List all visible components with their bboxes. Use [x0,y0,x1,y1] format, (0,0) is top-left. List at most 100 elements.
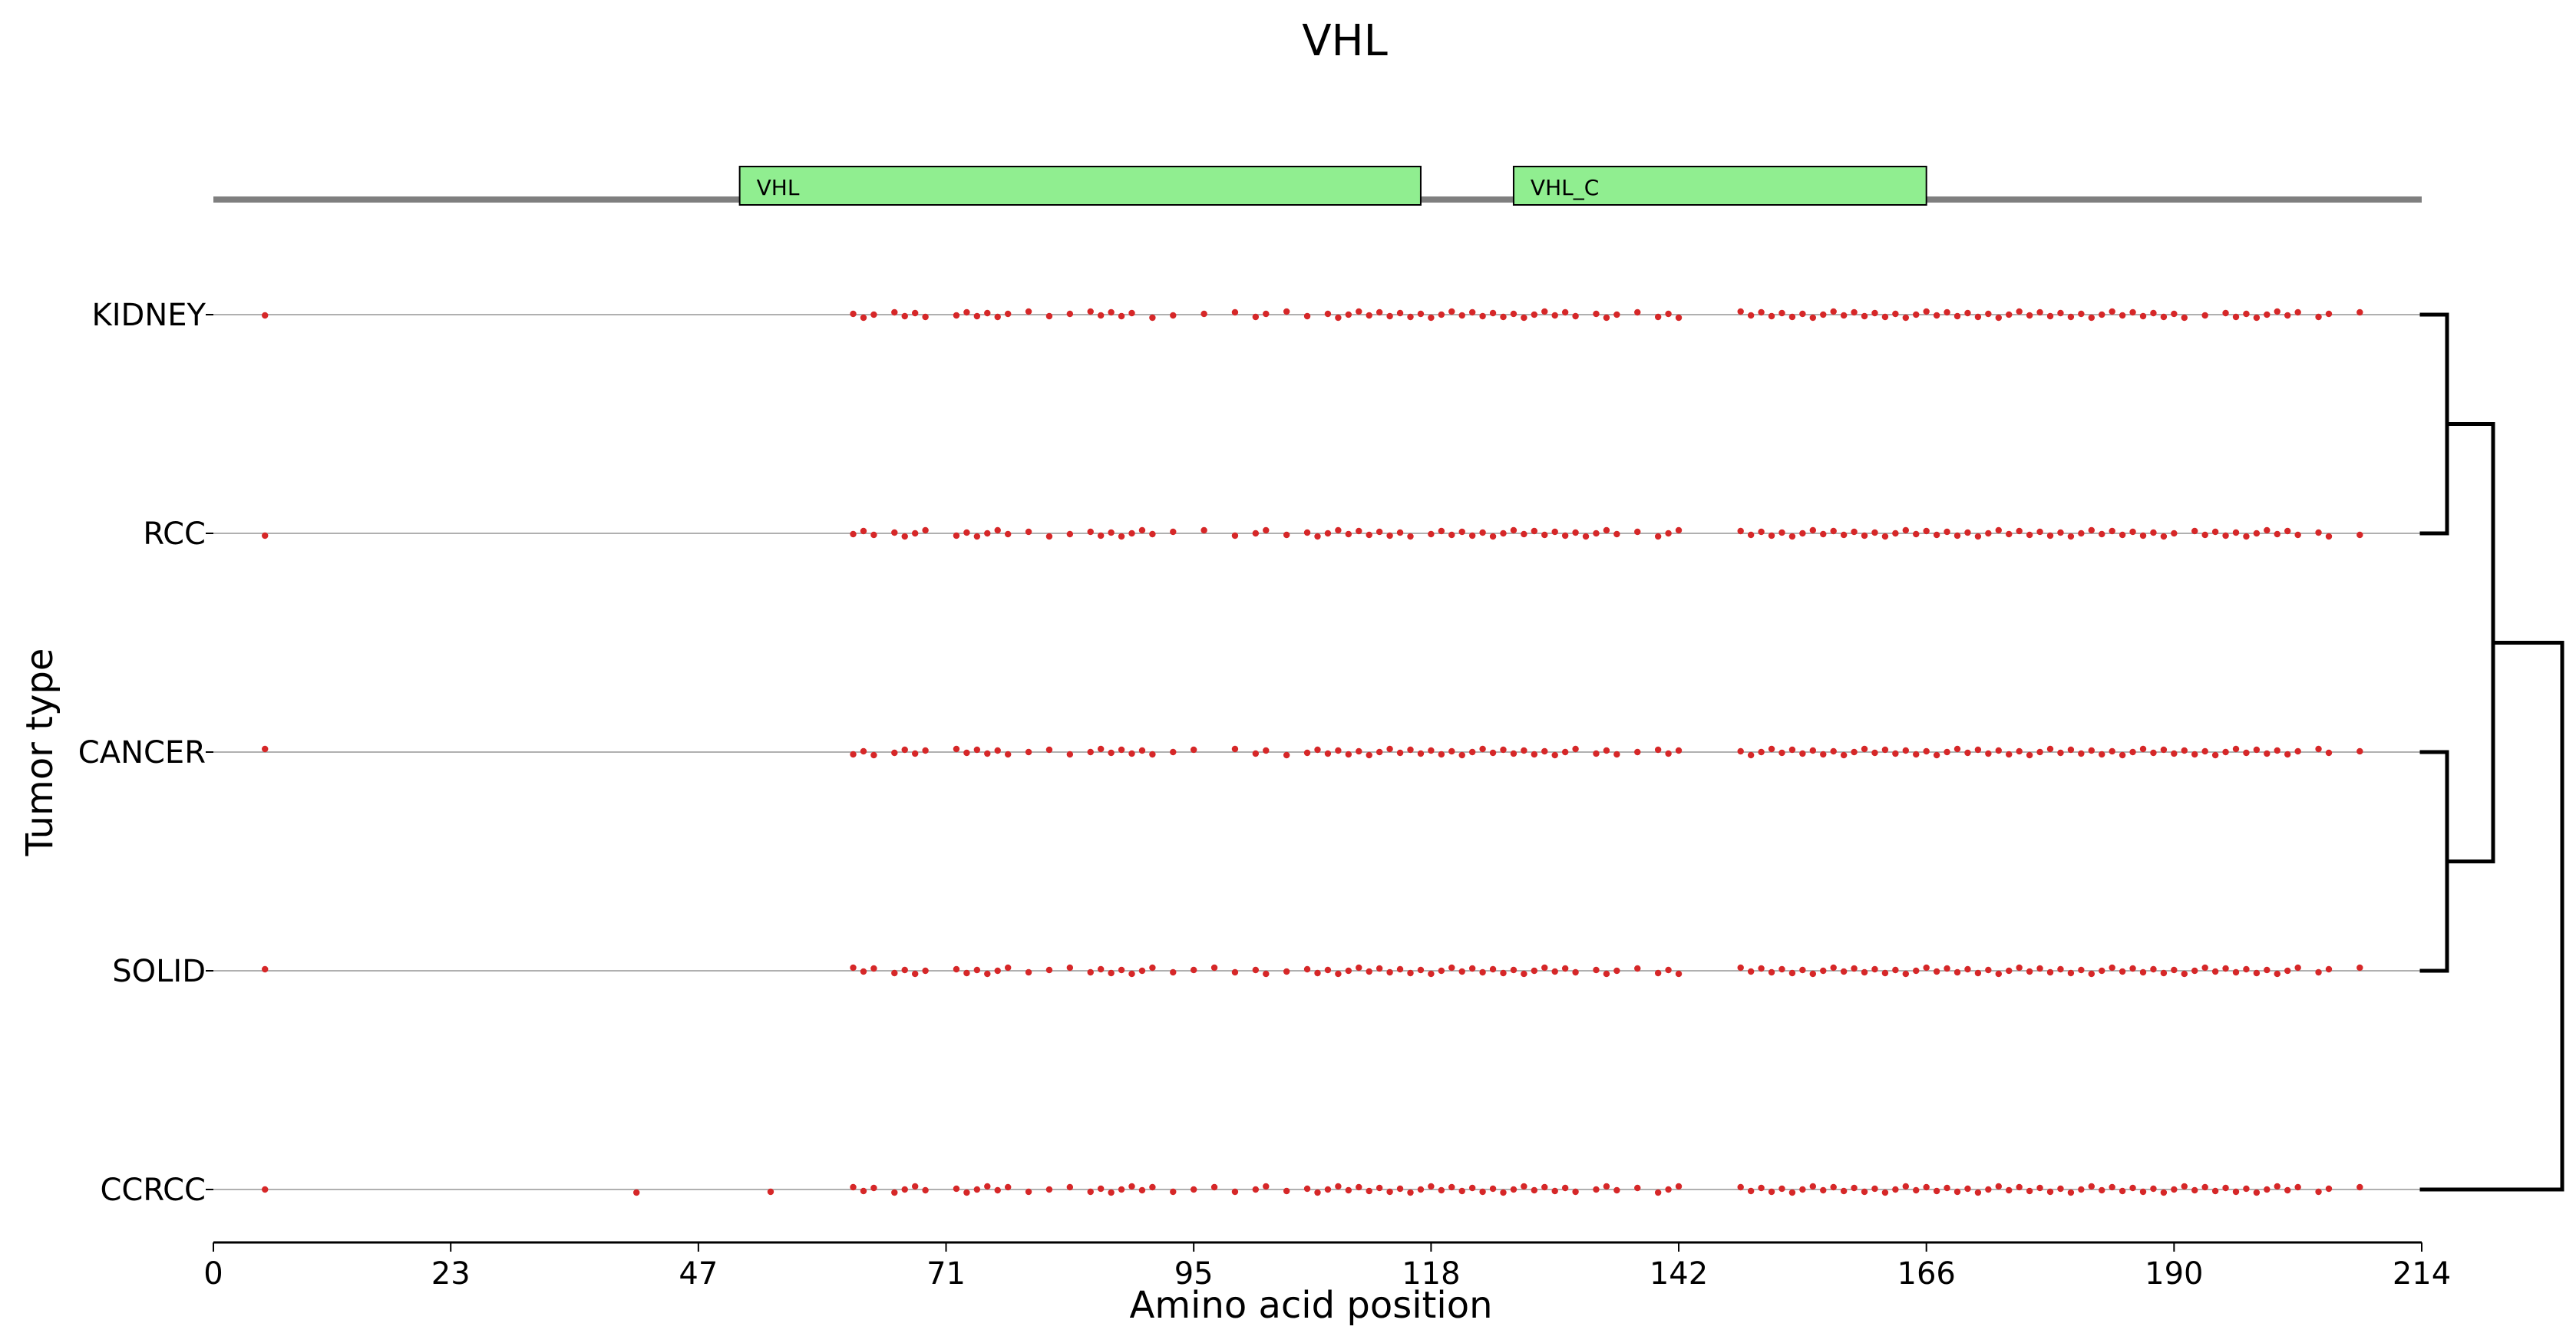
mutation-point [1510,1186,1518,1193]
mutation-point [860,747,867,755]
mutation-point [2139,1188,2147,1196]
mutation-point [1458,968,1465,975]
mutation-point [1521,970,1527,978]
mutation-point [1892,966,1899,974]
mutation-point [2016,964,2023,972]
mutation-point [994,967,1001,975]
mutation-point [1561,1184,1569,1192]
mutation-point [1004,310,1012,318]
mutation-point [1097,532,1105,539]
mutation-point [1108,969,1115,977]
mutation-point [2315,968,2322,976]
mutation-point [2119,531,2126,539]
mutation-point [2232,1188,2240,1196]
mutation-point [1448,747,1455,755]
mutation-point [2057,749,2064,757]
mutation-point [2006,311,2013,318]
mutation-point [963,749,970,757]
mutation-point [1138,747,1146,754]
mutation-point [1851,309,1858,316]
mutation-point [2294,309,2301,316]
mutation-point [1489,965,1497,973]
mutation-point [1448,531,1455,539]
mutation-point [2294,531,2301,539]
mutation-point [1303,312,1311,320]
mutation-point [1902,314,1910,322]
y-axis-label: Tumor type [18,648,61,857]
mutation-point [1788,533,1796,540]
mutation-point [1345,751,1352,758]
mutation-point [2243,965,2250,973]
mutation-point [1851,748,1858,756]
mutation-point [2160,1189,2168,1196]
mutation-point [1799,1186,1806,1193]
mutation-point [1479,529,1486,536]
mutation-point [1468,748,1476,756]
mutation-point [891,1189,898,1196]
mutation-point [1820,967,1827,975]
mutation-point [1448,1183,1455,1191]
mutation-point [1675,526,1683,534]
mutation-point [1500,969,1507,977]
mutation-point [2016,527,2023,535]
mutation-point [1118,533,1125,540]
mutation-point [1356,1183,1362,1191]
mutation-point [1210,964,1218,972]
mutation-point [2109,964,2115,972]
mutation-point [1758,748,1765,756]
mutation-point [767,1188,774,1196]
mutation-point [1964,309,1971,317]
mutation-point [1871,309,1878,317]
mutation-point [1778,1185,1785,1193]
mutation-point [1396,529,1404,536]
domain-label: VHL [757,175,800,200]
mutation-point [1593,530,1600,537]
mutation-point [1025,528,1032,536]
mutation-point [1551,312,1558,319]
mutation-point [860,527,867,535]
mutation-point [1087,968,1094,976]
mutation-point [1087,1188,1094,1196]
mutation-point [1448,308,1455,315]
mutation-point [1386,532,1393,539]
mutation-point [1665,750,1672,757]
mutation-point [1603,747,1610,754]
mutation-point [1881,1189,1889,1196]
mutation-point [2181,970,2188,978]
mutation-point [1396,1185,1404,1193]
mutation-point [2036,965,2043,972]
mutation-point [1366,1187,1372,1195]
mutation-point [922,1186,929,1194]
mutation-point [1809,970,1817,978]
mutation-point [2150,309,2157,317]
mutation-point [1964,529,1971,536]
mutation-point [1149,1183,1156,1191]
mutation-point [2109,747,2115,755]
mutation-point [1747,312,1755,319]
mutation-point [1974,1189,1982,1196]
mutation-point [1913,751,1920,758]
mutation-point [1933,751,1940,759]
mutation-point [1944,748,1950,756]
mutation-point [1366,531,1372,539]
mutation-point [1593,966,1600,974]
mutation-point [1551,528,1558,536]
mutation-point [1324,310,1332,318]
x-tick-label: 142 [1650,1256,1708,1292]
mutation-point [1345,311,1352,318]
mutation-point [1654,313,1662,321]
dendrogram [2419,312,2564,1192]
mutation-point [1851,528,1858,536]
mutation-point [2356,1183,2363,1191]
mutation-point [911,1183,919,1190]
mutation-point [1561,309,1569,316]
mutation-point [1386,745,1393,753]
mutation-point [2067,313,2075,321]
mutation-point [1108,1189,1115,1196]
mutation-point [1263,970,1270,978]
mutation-point [1376,965,1383,972]
mutation-point [1995,970,2002,978]
mutation-point [2264,750,2271,757]
mutation-point [1407,313,1414,321]
mutation-point [2026,751,2033,759]
